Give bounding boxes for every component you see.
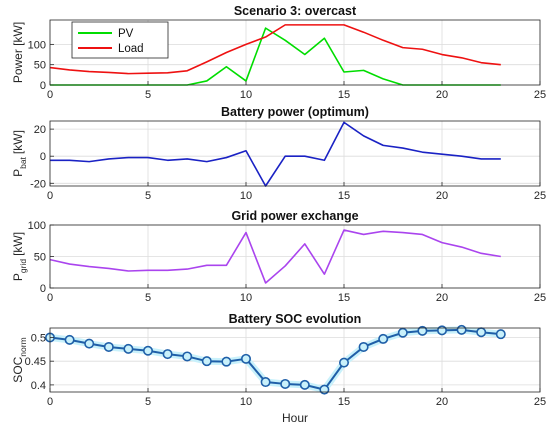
x-axis-label: Hour bbox=[282, 411, 308, 425]
x-tick-label: 20 bbox=[436, 292, 448, 304]
y-tick-label: 0.45 bbox=[25, 356, 46, 368]
data-point bbox=[260, 377, 271, 388]
y-tick-label: 100 bbox=[28, 220, 46, 232]
y-tick-label: 100 bbox=[28, 39, 46, 51]
y-label-subscript: norm bbox=[18, 337, 28, 356]
y-tick-label: -20 bbox=[30, 178, 46, 190]
data-point bbox=[476, 327, 487, 338]
x-tick-label: 20 bbox=[436, 190, 448, 202]
data-point bbox=[162, 349, 173, 360]
x-tick-label: 5 bbox=[145, 396, 151, 408]
x-tick-label: 10 bbox=[240, 292, 252, 304]
y-tick-label: 50 bbox=[34, 60, 46, 72]
y-axis-label: Power [kW] bbox=[11, 22, 25, 83]
data-point bbox=[241, 353, 252, 364]
series-line-1 bbox=[49, 229, 501, 284]
x-tick-label: 10 bbox=[240, 190, 252, 202]
y-label-subscript: bat bbox=[18, 156, 28, 168]
y-tick-label: 0 bbox=[40, 80, 46, 92]
y-axis-label: Pbat [kW] bbox=[11, 130, 28, 177]
y-tick-label: 50 bbox=[34, 252, 46, 264]
data-point bbox=[436, 325, 447, 336]
x-tick-label: 15 bbox=[338, 89, 350, 101]
data-point bbox=[299, 379, 310, 390]
series-glow bbox=[46, 326, 505, 394]
x-tick-label: 0 bbox=[47, 396, 53, 408]
x-tick-label: 15 bbox=[338, 396, 350, 408]
data-point bbox=[182, 351, 193, 362]
legend-label-load: Load bbox=[118, 43, 144, 55]
x-tick-label: 25 bbox=[534, 396, 546, 408]
y-label-unit: [kW] bbox=[11, 130, 25, 154]
y-tick-label: 0 bbox=[40, 283, 46, 295]
x-tick-label: 25 bbox=[534, 190, 546, 202]
data-point bbox=[319, 384, 330, 395]
panel-title: Battery SOC evolution bbox=[229, 312, 362, 326]
legend-box bbox=[71, 21, 169, 59]
x-tick-label: 0 bbox=[47, 190, 53, 202]
series-line-1 bbox=[50, 121, 501, 187]
panel-title: Scenario 3: overcast bbox=[234, 4, 357, 18]
data-point bbox=[201, 356, 212, 367]
x-tick-label: 20 bbox=[436, 396, 448, 408]
data-point bbox=[143, 345, 154, 356]
x-tick-label: 25 bbox=[534, 89, 546, 101]
panel-3: 0 5 10 15 20 25 0 50 100 Grid power exchange Pgrid… bbox=[11, 209, 546, 304]
x-tick-label: 15 bbox=[338, 190, 350, 202]
legend: PV Load bbox=[71, 21, 169, 59]
panel-4: 0 5 10 15 20 25 0.4 0.45 0.5 Battery SOC evolutio… bbox=[11, 312, 546, 425]
axes-frame bbox=[49, 19, 541, 86]
panel-title: Grid power exchange bbox=[231, 209, 358, 223]
y-axis-label: Pgrid [kW] bbox=[11, 232, 28, 281]
series-line-load bbox=[49, 24, 501, 75]
data-point bbox=[358, 341, 369, 352]
data-point bbox=[103, 341, 114, 352]
data-point bbox=[338, 357, 349, 368]
y-label-main: P bbox=[11, 169, 25, 177]
axes-frame bbox=[49, 120, 541, 187]
y-label-unit: [kW] bbox=[11, 232, 25, 256]
data-point bbox=[280, 378, 291, 389]
data-point bbox=[221, 356, 232, 367]
data-point bbox=[495, 329, 506, 340]
x-tick-label: 0 bbox=[47, 292, 53, 304]
x-tick-label: 20 bbox=[436, 89, 448, 101]
x-tick-label: 5 bbox=[145, 292, 151, 304]
legend-label-pv: PV bbox=[118, 28, 134, 40]
x-tick-label: 10 bbox=[240, 89, 252, 101]
data-point bbox=[397, 327, 408, 338]
x-tick-label: 0 bbox=[47, 89, 53, 101]
panel-title: Battery power (optimum) bbox=[221, 105, 369, 119]
axes-frame bbox=[49, 327, 541, 393]
y-label-main: SOC bbox=[11, 356, 25, 382]
y-tick-label: 0.4 bbox=[31, 380, 46, 392]
x-tick-label: 15 bbox=[338, 292, 350, 304]
y-tick-label: 0.5 bbox=[31, 332, 46, 344]
x-tick-label: 10 bbox=[240, 396, 252, 408]
data-point bbox=[456, 324, 467, 335]
data-point bbox=[123, 343, 134, 354]
y-axis-label: SOCnorm bbox=[11, 337, 28, 382]
data-point bbox=[417, 325, 428, 336]
data-point bbox=[64, 334, 75, 345]
y-label-main: P bbox=[11, 273, 25, 281]
y-tick-label: 0 bbox=[40, 151, 46, 163]
data-point bbox=[84, 338, 95, 349]
data-point bbox=[378, 333, 389, 344]
y-label-subscript: grid bbox=[18, 259, 28, 273]
x-tick-label: 5 bbox=[145, 190, 151, 202]
y-tick-label: 20 bbox=[34, 124, 46, 136]
panel-1: 0 5 10 15 20 25 0 50 100 Scenario 3: overcast Powe… bbox=[11, 4, 546, 101]
x-tick-label: 5 bbox=[145, 89, 151, 101]
x-tick-label: 25 bbox=[534, 292, 546, 304]
